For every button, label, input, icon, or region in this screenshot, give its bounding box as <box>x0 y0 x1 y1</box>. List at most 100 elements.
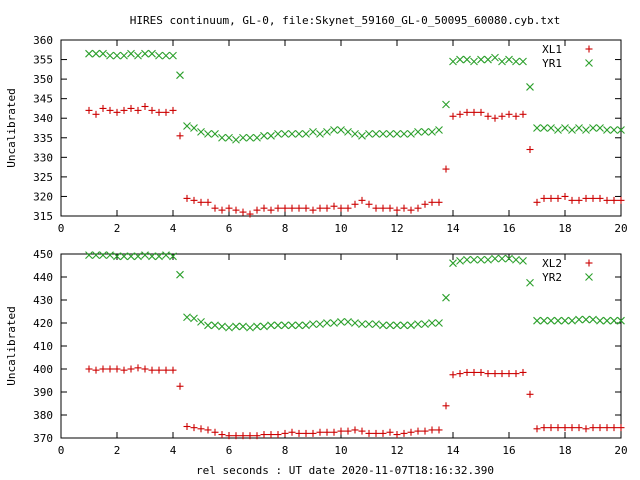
xtick-label: 8 <box>282 222 289 235</box>
data-point-yr1 <box>288 129 296 138</box>
legend-label-yr1: YR1 <box>542 57 562 70</box>
xtick-label: 20 <box>614 222 627 235</box>
data-point-xl1 <box>512 112 520 120</box>
data-point-xl2 <box>218 431 226 439</box>
ytick-label: 335 <box>33 132 53 145</box>
data-point-xl1 <box>120 106 128 114</box>
xtick-label: 16 <box>502 222 515 235</box>
data-point-xl1 <box>358 196 366 204</box>
data-point-xl1 <box>603 196 611 204</box>
data-point-xl1 <box>372 204 380 212</box>
data-point-yr2 <box>113 252 121 261</box>
data-point-xl2 <box>456 370 464 378</box>
data-point-xl2 <box>414 427 422 435</box>
data-point-yr1 <box>372 129 380 138</box>
data-point-xl2 <box>533 425 541 433</box>
data-point-xl2 <box>155 366 163 374</box>
data-point-yr1 <box>99 49 107 58</box>
bottom-panel: Uncalibrated 370380390400410420430440450… <box>5 248 628 457</box>
data-point-xl2 <box>575 424 583 432</box>
data-point-xl2 <box>92 366 100 374</box>
data-point-xl2 <box>260 431 268 439</box>
xtick-label: 4 <box>170 444 177 457</box>
data-point-xl1 <box>106 106 114 114</box>
data-point-xl1 <box>575 196 583 204</box>
data-point-yr2 <box>162 251 170 260</box>
data-point-xl2 <box>470 368 478 376</box>
data-point-yr1 <box>267 131 275 140</box>
data-point-yr1 <box>148 49 156 58</box>
data-point-xl2 <box>365 429 373 437</box>
data-point-yr2 <box>519 257 527 265</box>
data-point-xl2 <box>239 432 247 440</box>
data-point-xl1 <box>456 110 464 118</box>
data-point-yr1 <box>358 131 366 140</box>
ytick-label: 315 <box>33 210 53 223</box>
data-point-yr1 <box>505 55 513 64</box>
data-point-yr2 <box>421 320 429 329</box>
data-point-xl1 <box>134 106 142 114</box>
data-point-xl2 <box>351 426 359 434</box>
chart-title: HIRES continuum, GL-0, file:Skynet_59160… <box>130 14 560 27</box>
data-point-yr2 <box>176 270 184 279</box>
data-point-xl2 <box>561 424 569 432</box>
data-point-xl2 <box>169 366 177 374</box>
data-point-xl1 <box>351 200 359 208</box>
xtick-label: 8 <box>282 444 289 457</box>
bottom-plot-frame <box>60 253 622 439</box>
data-point-xl1 <box>533 198 541 206</box>
data-point-xl1 <box>414 204 422 212</box>
data-point-yr1 <box>400 129 408 138</box>
data-point-yr2 <box>491 254 499 263</box>
data-point-yr1 <box>155 51 163 60</box>
data-point-yr1 <box>484 55 492 64</box>
data-point-xl1 <box>302 204 310 212</box>
data-point-yr2 <box>568 316 576 325</box>
data-point-xl2 <box>274 431 282 439</box>
top-marks <box>85 49 625 218</box>
data-point-yr2 <box>246 323 254 332</box>
data-point-yr1 <box>246 133 254 142</box>
ytick-label: 320 <box>33 190 53 203</box>
data-point-yr2 <box>225 323 233 332</box>
data-point-yr1 <box>134 51 142 60</box>
data-point-xl2 <box>134 364 142 372</box>
data-point-xl1 <box>239 208 247 216</box>
data-point-yr1 <box>183 122 191 130</box>
data-point-xl1 <box>323 204 331 212</box>
data-point-xl1 <box>547 194 555 202</box>
data-point-yr2 <box>148 252 156 261</box>
legend-marker-yr1 <box>585 59 593 67</box>
data-point-xl1 <box>561 192 569 200</box>
data-point-yr1 <box>547 124 555 132</box>
data-point-xl2 <box>288 428 296 436</box>
legend-label-xl2: XL2 <box>542 257 562 270</box>
xtick-label: 16 <box>502 444 515 457</box>
data-point-yr2 <box>561 316 569 325</box>
data-point-yr2 <box>106 251 114 260</box>
xtick-label: 2 <box>114 222 121 235</box>
data-point-xl2 <box>505 370 513 378</box>
data-point-yr1 <box>540 124 548 132</box>
data-point-xl2 <box>113 365 121 373</box>
data-point-yr2 <box>596 316 604 325</box>
data-point-xl1 <box>421 200 429 208</box>
data-point-yr2 <box>414 320 422 329</box>
data-point-yr1 <box>575 124 583 132</box>
data-point-xl1 <box>498 112 506 120</box>
data-point-yr1 <box>596 124 604 132</box>
data-point-yr2 <box>386 321 394 330</box>
data-point-yr1 <box>127 49 135 58</box>
data-point-yr1 <box>428 128 436 136</box>
data-point-yr1 <box>526 83 534 91</box>
data-point-xl1 <box>253 206 261 214</box>
data-point-yr2 <box>211 321 219 330</box>
data-point-yr2 <box>127 252 135 261</box>
data-point-yr2 <box>554 316 562 325</box>
data-point-yr1 <box>323 128 331 136</box>
data-point-xl1 <box>274 204 282 212</box>
data-point-yr2 <box>316 320 324 329</box>
data-point-yr2 <box>407 321 415 330</box>
data-point-xl1 <box>617 196 625 204</box>
